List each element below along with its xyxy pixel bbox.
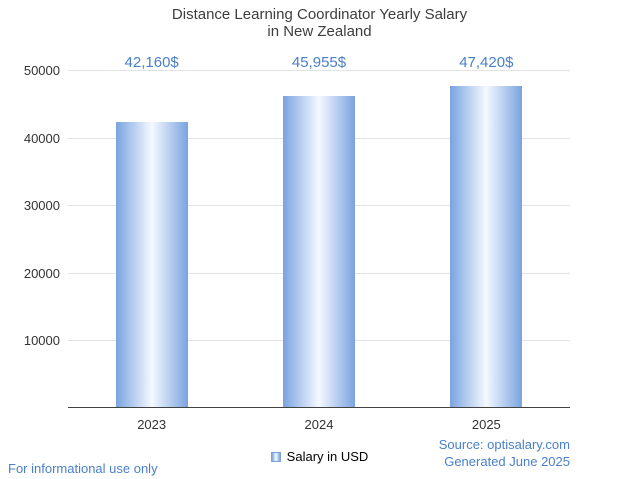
x-axis-tick-label: 2023 xyxy=(137,417,167,432)
legend-marker-icon xyxy=(270,451,281,462)
x-axis-line xyxy=(68,407,570,408)
gridline xyxy=(68,70,570,71)
chart-title-line2: in New Zealand xyxy=(267,23,372,40)
chart-title: Distance Learning Coordinator Yearly Sal… xyxy=(0,6,639,40)
footer-source-block: Source: optisalary.com Generated June 20… xyxy=(439,436,570,470)
plot-area: 42,160$ 2023 45,955$ 2024 47,420$ 2025 xyxy=(68,54,570,432)
chart-title-line1: Distance Learning Coordinator Yearly Sal… xyxy=(171,6,468,23)
bar-2025 xyxy=(450,86,523,407)
bar-value-label: 42,160$ xyxy=(124,54,179,71)
generated-text: Generated June 2025 xyxy=(444,454,570,469)
y-axis: 10000 20000 30000 40000 50000 xyxy=(0,63,60,408)
bar-2024 xyxy=(283,96,355,407)
bar-2023 xyxy=(115,122,188,407)
disclaimer-text: For informational use only xyxy=(8,461,158,476)
y-axis-tick-label: 10000 xyxy=(23,333,60,349)
y-axis-tick-label: 20000 xyxy=(23,265,60,281)
source-text: Source: optisalary.com xyxy=(438,437,570,452)
bar-value-label: 47,420$ xyxy=(459,54,514,71)
x-axis-tick-label: 2024 xyxy=(304,417,334,432)
y-axis-tick-label: 40000 xyxy=(23,130,60,146)
x-axis-tick-label: 2025 xyxy=(471,417,501,432)
legend-label: Salary in USD xyxy=(286,449,369,464)
bar-value-label: 45,955$ xyxy=(291,54,347,71)
y-axis-tick-label: 30000 xyxy=(23,198,60,214)
y-axis-tick-label: 50000 xyxy=(23,63,60,78)
legend: Salary in USD xyxy=(0,449,639,464)
